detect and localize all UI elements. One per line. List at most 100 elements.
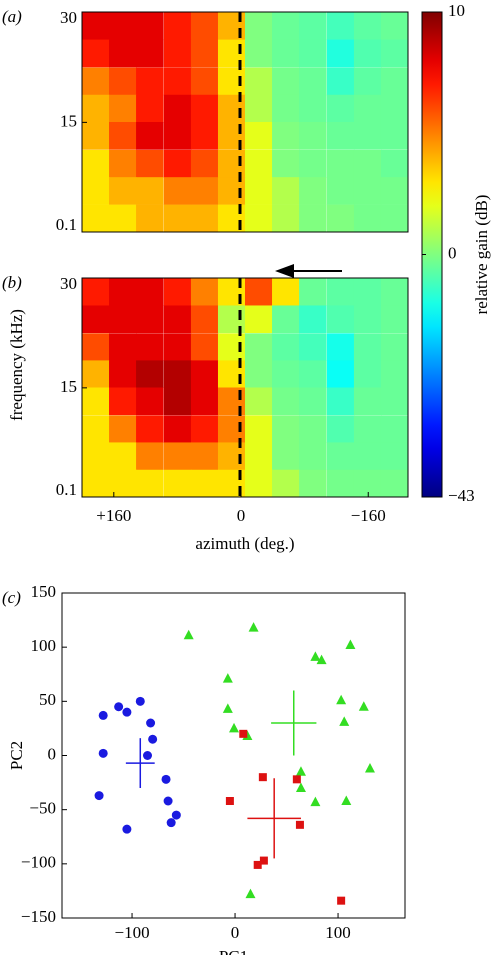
heatmap-cell xyxy=(163,360,192,388)
y-tick-label: −100 xyxy=(21,853,56,872)
point xyxy=(239,729,248,738)
heatmap-cell xyxy=(299,177,327,205)
heatmap-cell xyxy=(299,39,327,68)
heatmap-cell xyxy=(82,333,110,361)
heatmap-cell xyxy=(136,469,164,498)
heatmap-cell xyxy=(299,122,327,150)
heatmap-cell xyxy=(190,94,219,123)
y-tick-label: 30 xyxy=(60,274,77,293)
heatmap-cell xyxy=(190,39,219,68)
heatmap-cell xyxy=(353,469,382,498)
panel-label: (a) xyxy=(2,7,22,26)
heatmap-cell xyxy=(326,122,355,150)
point xyxy=(258,773,267,782)
heatmap-cell xyxy=(163,387,192,416)
heatmap-cell xyxy=(82,305,110,334)
heatmap-cell xyxy=(82,469,110,498)
heatmap-cell xyxy=(245,122,273,150)
heatmap-cell xyxy=(353,204,382,233)
point xyxy=(245,888,256,899)
heatmap-cell xyxy=(326,177,355,205)
point xyxy=(163,796,173,806)
heatmap-cell xyxy=(245,67,273,96)
heatmap-cell xyxy=(353,39,382,68)
heatmap-cell xyxy=(380,94,409,123)
heatmap-cell xyxy=(163,177,192,205)
heatmap-cell xyxy=(136,442,164,471)
heatmap-cell xyxy=(245,149,273,178)
y-tick-label: 0.1 xyxy=(56,480,77,499)
point xyxy=(166,818,176,828)
heatmap-cell xyxy=(109,442,137,471)
heatmap-cell xyxy=(353,12,382,41)
heatmap-cell xyxy=(380,360,409,388)
heatmap-cell xyxy=(353,333,382,361)
heatmap-cell xyxy=(326,12,355,41)
heatmap-cell xyxy=(136,149,164,178)
panel-label: (c) xyxy=(2,588,21,607)
heatmap-cell xyxy=(326,278,355,306)
heatmap-cell xyxy=(136,12,164,41)
heatmap-cell xyxy=(299,387,327,416)
heatmap-cell xyxy=(272,387,300,416)
heatmap-cell xyxy=(353,149,382,178)
heatmap-cell xyxy=(245,415,273,443)
heatmap-cell xyxy=(136,415,164,443)
colorbar-tick-label: −43 xyxy=(448,486,475,505)
heatmap-cell xyxy=(190,469,219,498)
heatmap-cell xyxy=(190,67,219,96)
arrow-head xyxy=(275,264,294,278)
heatmap-cell xyxy=(326,94,355,123)
point xyxy=(183,629,194,640)
point xyxy=(225,797,234,805)
heatmap-cell xyxy=(82,204,110,233)
heatmap-cell xyxy=(109,94,137,123)
heatmap-cell xyxy=(109,39,137,68)
point xyxy=(98,710,108,720)
heatmap-cell xyxy=(380,149,409,178)
heatmap-cell xyxy=(245,94,273,123)
heatmap-cell xyxy=(190,177,219,205)
point xyxy=(295,820,304,829)
heatmap-cell xyxy=(163,469,192,498)
heatmap-cell xyxy=(109,177,137,205)
y-axis-label: frequency (kHz) xyxy=(7,309,26,421)
heatmap-cell xyxy=(353,415,382,443)
heatmap-cell xyxy=(82,39,110,68)
heatmap-cell xyxy=(272,122,300,150)
y-tick-label: 150 xyxy=(31,582,57,601)
heatmap-cell xyxy=(380,415,409,443)
heatmap-cell xyxy=(136,360,164,388)
heatmap-cell xyxy=(109,469,137,498)
y-tick-label: 50 xyxy=(39,690,56,709)
heatmap-cell xyxy=(326,149,355,178)
heatmap-cell xyxy=(326,67,355,96)
heatmap-cell xyxy=(163,204,192,233)
heatmap-cell xyxy=(82,94,110,123)
y-tick-label: 0 xyxy=(48,744,57,763)
heatmap-cell xyxy=(326,469,355,498)
point xyxy=(222,703,233,713)
heatmap-cell xyxy=(245,204,273,233)
heatmap-cell xyxy=(380,442,409,471)
heatmap-cell xyxy=(353,360,382,388)
heatmap-cell xyxy=(299,12,327,41)
point xyxy=(114,702,124,712)
heatmap-cell xyxy=(136,333,164,361)
panel-label: (b) xyxy=(2,273,22,292)
heatmap-cell xyxy=(272,333,300,361)
heatmap-cell xyxy=(190,387,219,416)
plot-frame xyxy=(61,592,406,919)
heatmap-cell xyxy=(82,122,110,150)
heatmap-cell xyxy=(272,415,300,443)
heatmap-cell xyxy=(299,442,327,471)
heatmap-cell xyxy=(299,469,327,498)
point xyxy=(146,718,156,728)
heatmap-cell xyxy=(136,305,164,334)
y-tick-label: 0.1 xyxy=(56,215,77,234)
point xyxy=(358,701,369,711)
x-tick-label: +160 xyxy=(96,506,131,525)
y-tick-label: 100 xyxy=(31,636,57,655)
point xyxy=(259,856,268,865)
heatmap-cell xyxy=(109,67,137,96)
